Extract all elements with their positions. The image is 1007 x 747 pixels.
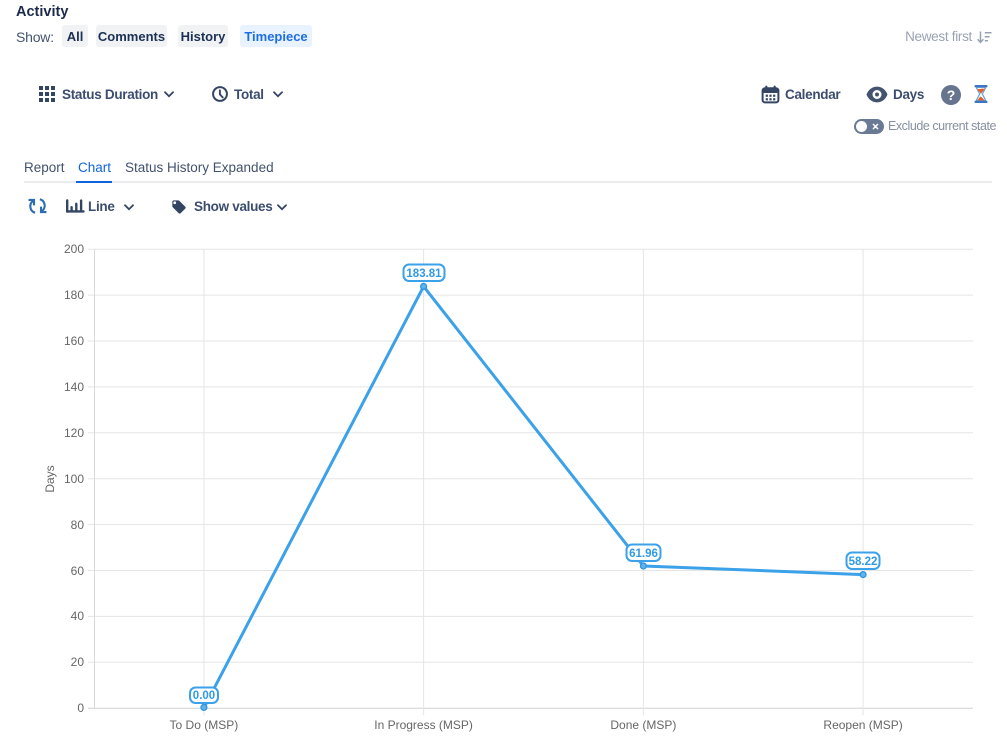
svg-text:To Do (MSP): To Do (MSP) (170, 718, 239, 732)
svg-text:In Progress (MSP): In Progress (MSP) (374, 718, 473, 732)
svg-text:Reopen (MSP): Reopen (MSP) (823, 718, 902, 732)
svg-text:100: 100 (64, 472, 84, 486)
svg-text:120: 120 (64, 426, 84, 440)
svg-text:0: 0 (77, 701, 84, 715)
svg-text:58.22: 58.22 (849, 556, 878, 568)
svg-text:60: 60 (71, 564, 85, 578)
svg-text:20: 20 (71, 655, 85, 669)
svg-text:0.00: 0.00 (193, 690, 215, 702)
svg-text:?: ? (947, 87, 956, 103)
svg-text:160: 160 (64, 334, 84, 348)
svg-text:Days: Days (43, 465, 57, 492)
svg-text:200: 200 (64, 242, 84, 256)
svg-text:140: 140 (64, 380, 84, 394)
svg-text:183.81: 183.81 (406, 268, 442, 280)
svg-text:80: 80 (71, 518, 85, 532)
svg-text:40: 40 (71, 609, 85, 623)
svg-text:61.96: 61.96 (629, 548, 658, 560)
svg-text:180: 180 (64, 288, 84, 302)
svg-text:Done (MSP): Done (MSP) (610, 718, 676, 732)
